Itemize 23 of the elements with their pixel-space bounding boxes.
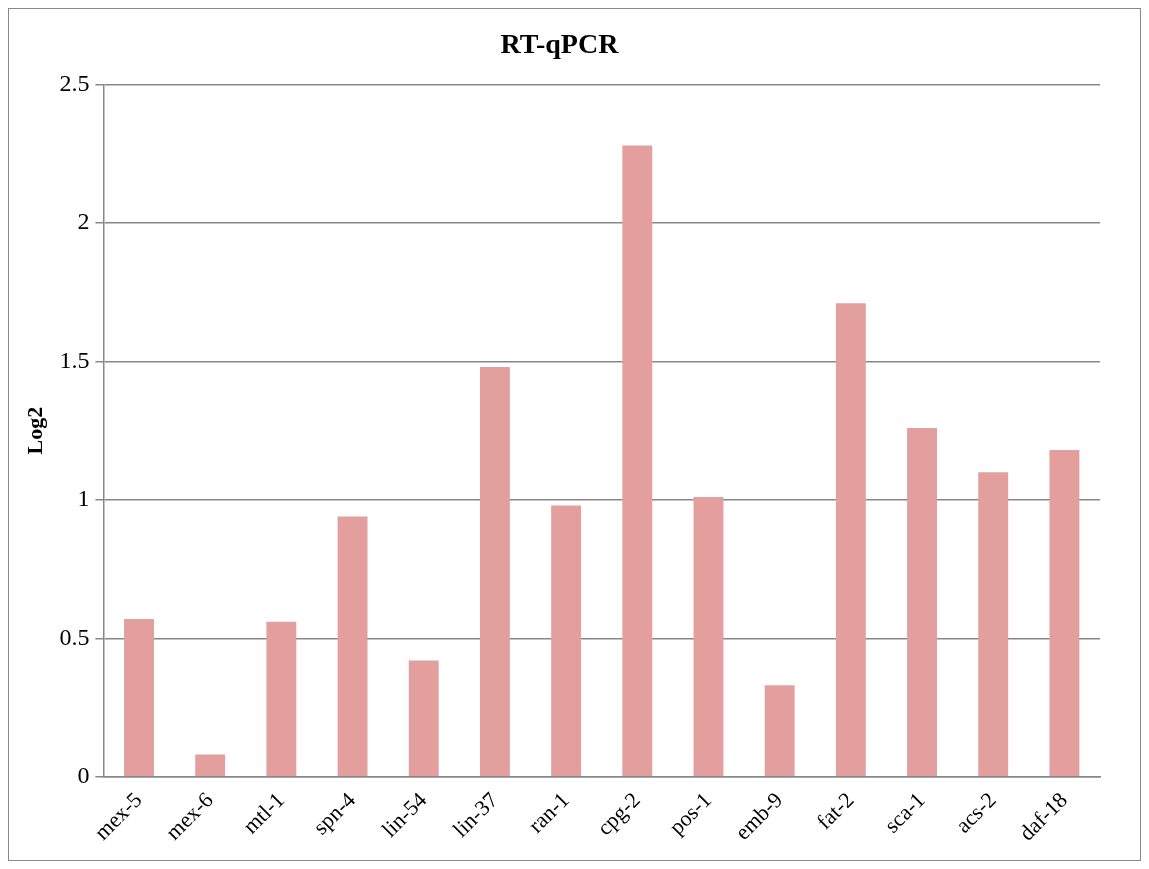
bar xyxy=(693,497,724,776)
x-tick-label: fat-2 xyxy=(811,787,859,835)
y-tick-label: 2 xyxy=(77,208,90,235)
bar xyxy=(479,366,510,776)
bar xyxy=(124,618,154,776)
bar xyxy=(835,303,866,776)
y-tick-label: 1.5 xyxy=(59,346,90,373)
y-tick-label: 2.5 xyxy=(59,69,90,96)
bar xyxy=(1049,450,1080,776)
chart-title: RT-qPCR xyxy=(500,28,620,60)
y-tick-label: 0.5 xyxy=(59,623,90,650)
bar xyxy=(337,516,368,776)
bar xyxy=(266,621,297,776)
y-tick-label: 1 xyxy=(77,485,90,512)
bar xyxy=(551,505,582,776)
bar xyxy=(764,685,795,776)
bar xyxy=(195,754,226,776)
bar xyxy=(408,660,439,776)
bar xyxy=(622,145,653,776)
y-tick-label: 0 xyxy=(77,762,90,789)
y-axis-title: Log2 xyxy=(21,406,47,455)
bar xyxy=(978,472,1009,776)
bar xyxy=(907,427,937,776)
